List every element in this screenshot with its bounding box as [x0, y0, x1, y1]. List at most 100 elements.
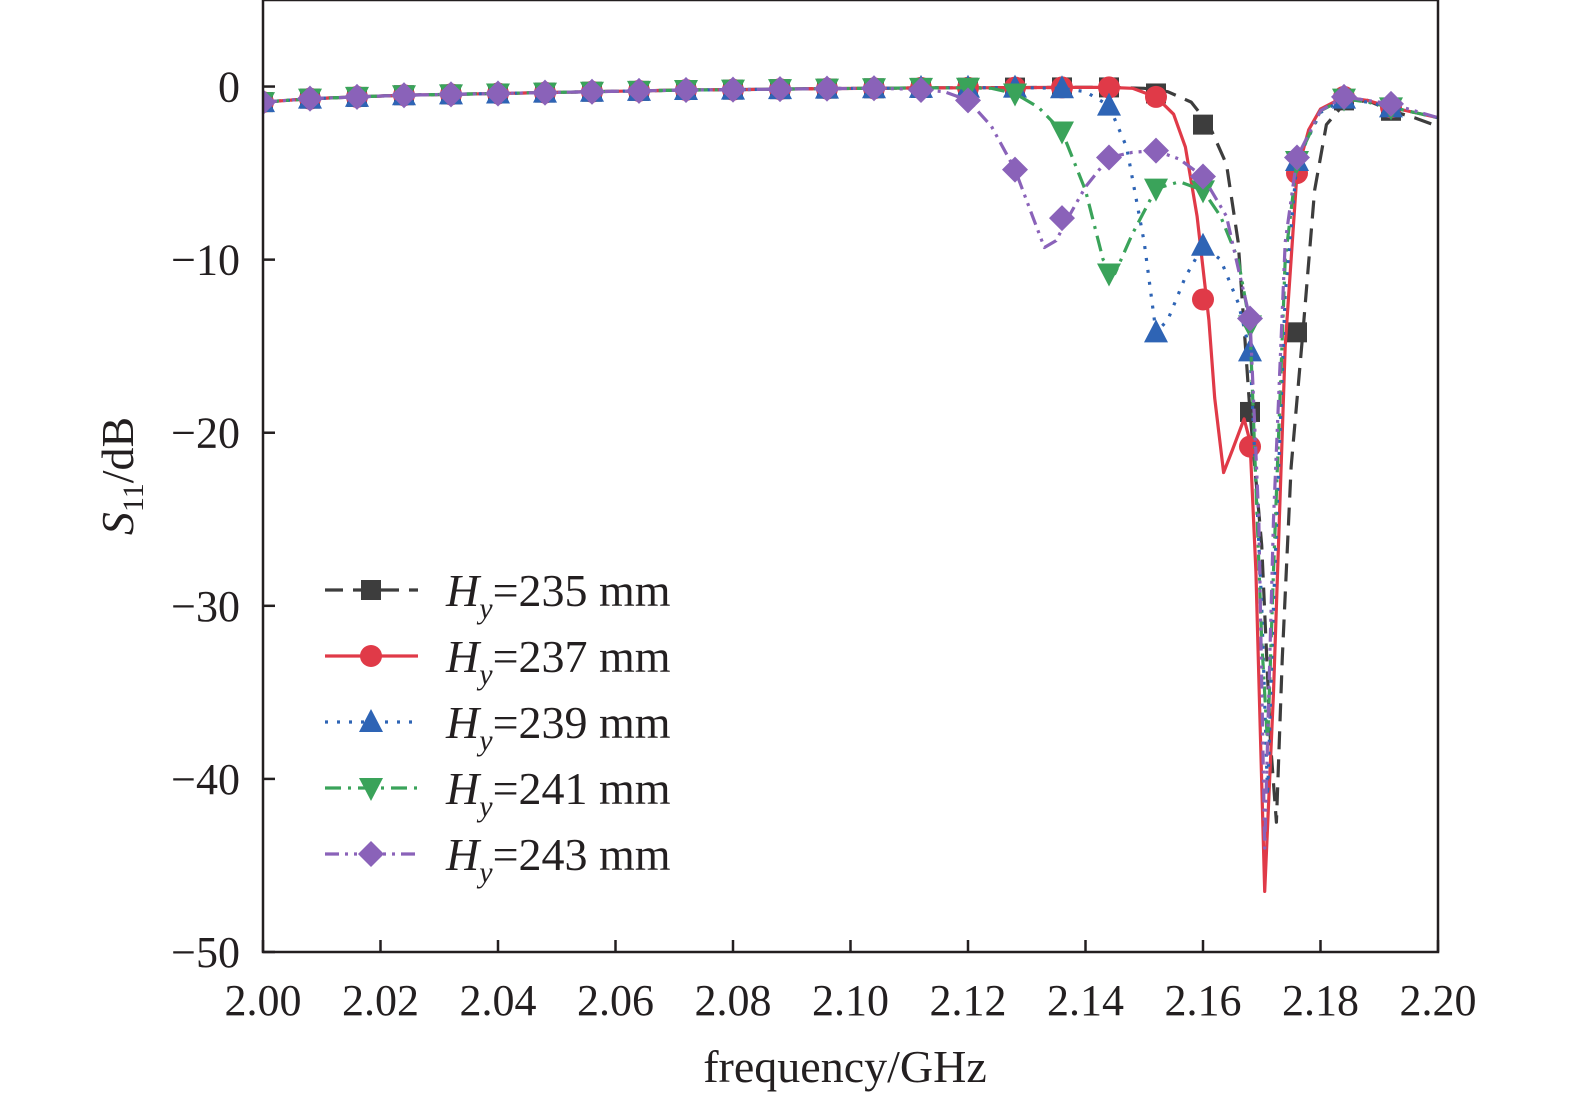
- data-point: [1003, 83, 1027, 107]
- legend-entry: Hy=243 mm: [325, 829, 671, 889]
- data-point: [391, 82, 417, 109]
- y-tick-label: −50: [171, 928, 240, 977]
- data-point: [263, 89, 276, 116]
- series-1: [263, 76, 1438, 893]
- series-line: [263, 86, 1438, 746]
- x-tick-label: 2.04: [460, 976, 537, 1025]
- legend-marker: [360, 645, 382, 667]
- legend-symbol: H: [445, 829, 482, 880]
- legend-marker: [359, 778, 383, 801]
- data-point: [297, 85, 323, 112]
- data-point: [1049, 205, 1075, 232]
- data-point: [1331, 83, 1357, 110]
- data-point: [1237, 305, 1263, 332]
- data-point: [532, 79, 558, 106]
- x-tick-label: 2.14: [1047, 976, 1124, 1025]
- legend-entry: Hy=241 mm: [325, 763, 671, 823]
- x-tick-label: 2.16: [1165, 976, 1242, 1025]
- data-point: [1096, 144, 1122, 171]
- data-point: [814, 75, 840, 102]
- data-point: [1050, 75, 1074, 99]
- legend-value: =239 mm: [493, 697, 671, 748]
- legend-label: Hy=243 mm: [445, 829, 671, 889]
- data-point: [1050, 121, 1074, 145]
- legend-subscript: y: [476, 724, 493, 757]
- data-point: [908, 77, 934, 104]
- y-axis-unit: /dB: [92, 417, 143, 483]
- data-point: [861, 75, 887, 102]
- legend-entry: Hy=239 mm: [325, 697, 671, 757]
- data-point: [579, 78, 605, 105]
- series-line: [263, 86, 1438, 798]
- data-point: [1145, 85, 1167, 108]
- x-tick-label: 2.20: [1400, 976, 1477, 1025]
- legend-entry: Hy=235 mm: [325, 565, 671, 625]
- data-point: [1192, 288, 1214, 311]
- legend-symbol: H: [445, 631, 482, 682]
- y-tick-label: −10: [171, 236, 240, 285]
- data-point: [720, 76, 746, 103]
- legend-subscript: y: [476, 856, 493, 889]
- data-point: [1098, 76, 1120, 99]
- series-line: [263, 85, 1438, 824]
- data-point: [1190, 163, 1216, 190]
- data-point: [1238, 338, 1262, 362]
- legend-label: Hy=235 mm: [445, 565, 671, 625]
- y-tick-label: −40: [171, 755, 240, 804]
- legend-label: Hy=239 mm: [445, 697, 671, 757]
- x-tick-label: 2.12: [930, 976, 1007, 1025]
- series-4: [263, 75, 1438, 850]
- data-point: [955, 87, 981, 114]
- data-point: [1193, 114, 1213, 135]
- x-tick-label: 2.06: [577, 976, 654, 1025]
- y-tick-label: −30: [171, 582, 240, 631]
- legend-entry: Hy=237 mm: [325, 631, 671, 691]
- data-point: [1097, 263, 1121, 287]
- y-axis-subscript: 11: [117, 483, 150, 512]
- x-axis-title: frequency/GHz: [703, 1041, 987, 1092]
- x-tick-label: 2.00: [225, 976, 302, 1025]
- data-point: [1191, 180, 1215, 204]
- data-point: [1143, 137, 1169, 164]
- data-point: [344, 83, 370, 110]
- data-point: [485, 80, 511, 107]
- data-point: [767, 76, 793, 103]
- legend-symbol: H: [445, 763, 482, 814]
- data-point: [1097, 92, 1121, 116]
- x-tick-label: 2.10: [812, 976, 889, 1025]
- data-point: [1191, 232, 1215, 256]
- legend-value: =243 mm: [493, 829, 671, 880]
- data-point: [1144, 178, 1168, 202]
- y-axis-symbol: S: [92, 512, 143, 535]
- x-tick-label: 2.02: [342, 976, 419, 1025]
- data-point: [1144, 319, 1168, 343]
- legend-marker: [359, 709, 383, 732]
- y-tick-label: −20: [171, 409, 240, 458]
- legend-marker: [361, 580, 381, 600]
- x-tick-label: 2.08: [695, 976, 772, 1025]
- data-point: [1284, 144, 1310, 171]
- legend-marker: [358, 841, 384, 867]
- y-tick-label: 0: [218, 63, 240, 112]
- legend-label: Hy=241 mm: [445, 763, 671, 823]
- data-point: [1002, 156, 1028, 183]
- legend-label: Hy=237 mm: [445, 631, 671, 691]
- data-point: [1239, 435, 1261, 458]
- data-point: [626, 77, 652, 104]
- x-tick-label: 2.18: [1282, 976, 1359, 1025]
- legend-symbol: H: [445, 697, 482, 748]
- legend-value: =237 mm: [493, 631, 671, 682]
- data-point: [1378, 90, 1404, 117]
- series-line: [263, 86, 1438, 850]
- data-point: [1287, 322, 1307, 343]
- legend-value: =235 mm: [493, 565, 671, 616]
- legend-subscript: y: [476, 790, 493, 823]
- legend-value: =241 mm: [493, 763, 671, 814]
- y-axis-title: S11/dB: [92, 417, 150, 535]
- legend-subscript: y: [476, 658, 493, 691]
- data-point: [673, 77, 699, 104]
- legend-symbol: H: [445, 565, 482, 616]
- legend-subscript: y: [476, 592, 493, 625]
